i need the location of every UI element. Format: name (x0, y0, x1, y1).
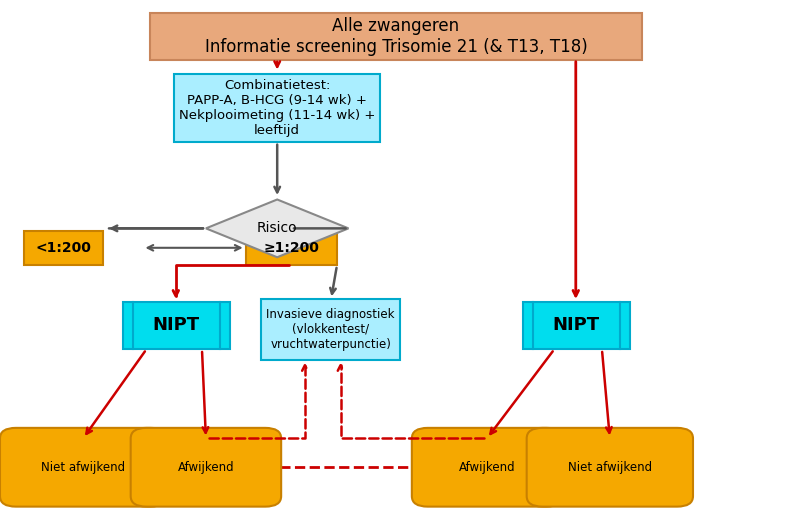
FancyBboxPatch shape (0, 428, 166, 507)
Text: Afwijkend: Afwijkend (177, 461, 234, 474)
Text: Niet afwijkend: Niet afwijkend (41, 461, 125, 474)
Text: Alle zwangeren
Informatie screening Trisomie 21 (& T13, T18): Alle zwangeren Informatie screening Tris… (204, 17, 588, 56)
Text: Invasieve diagnostiek
(vlokkentest/
vruchtwaterpunctie): Invasieve diagnostiek (vlokkentest/ vruc… (266, 308, 395, 351)
FancyBboxPatch shape (150, 13, 642, 60)
FancyBboxPatch shape (527, 428, 693, 507)
Text: Risico: Risico (257, 222, 298, 235)
Text: ≥1:200: ≥1:200 (263, 241, 319, 255)
FancyBboxPatch shape (24, 231, 103, 265)
FancyBboxPatch shape (412, 428, 562, 507)
Text: Niet afwijkend: Niet afwijkend (568, 461, 652, 474)
FancyBboxPatch shape (261, 299, 400, 360)
Polygon shape (206, 200, 348, 257)
Text: Afwijkend: Afwijkend (459, 461, 516, 474)
FancyBboxPatch shape (131, 428, 281, 507)
FancyBboxPatch shape (523, 302, 630, 349)
Text: <1:200: <1:200 (36, 241, 91, 255)
FancyBboxPatch shape (174, 74, 380, 142)
FancyBboxPatch shape (123, 302, 230, 349)
Text: Combinatietest:
PAPP-A, B-HCG (9-14 wk) +
Nekplooimeting (11-14 wk) +
leeftijd: Combinatietest: PAPP-A, B-HCG (9-14 wk) … (179, 79, 375, 136)
FancyBboxPatch shape (246, 231, 337, 265)
Text: NIPT: NIPT (553, 317, 600, 334)
Text: NIPT: NIPT (153, 317, 200, 334)
